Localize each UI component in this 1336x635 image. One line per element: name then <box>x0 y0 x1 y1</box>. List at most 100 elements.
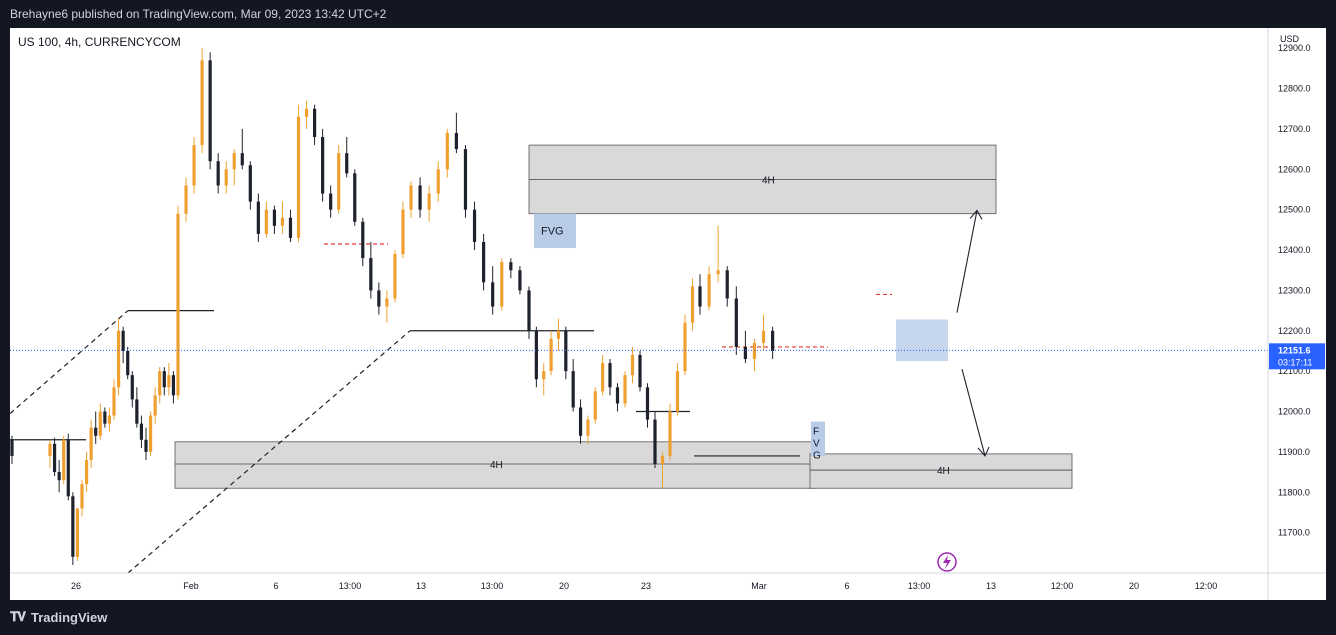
candle-body <box>549 338 553 372</box>
candle-body <box>615 387 620 404</box>
candle-body <box>62 439 66 481</box>
candle-body <box>98 411 102 436</box>
candle-body <box>121 330 125 351</box>
x-tick-label: 20 <box>559 581 569 591</box>
candle-body <box>80 484 84 509</box>
symbol-label: US 100, 4h, CURRENCYCOM <box>18 35 181 49</box>
arrow-down-head <box>977 446 990 457</box>
candle-body <box>623 375 627 404</box>
candle-body <box>707 274 711 307</box>
y-tick-label: 12800.0 <box>1278 84 1311 94</box>
candle-body <box>638 355 642 388</box>
x-tick-label: 26 <box>71 581 81 591</box>
y-tick-label: 12000.0 <box>1278 407 1311 417</box>
candle-body <box>116 330 121 388</box>
candle-body <box>208 60 212 162</box>
x-tick-label: 13:00 <box>339 581 362 591</box>
candle-body <box>345 153 349 174</box>
candle-body <box>312 108 317 137</box>
publish-text: Brehayne6 published on TradingView.com, … <box>10 7 387 21</box>
candle-body <box>463 149 468 210</box>
candle-body <box>71 496 75 557</box>
y-tick-label: 12500.0 <box>1278 205 1311 215</box>
brand-name: TradingView <box>31 609 108 625</box>
candle-body <box>94 427 98 436</box>
candle-body <box>542 371 546 380</box>
fvg-bottom-label-0: F <box>813 427 819 438</box>
candle-body <box>10 439 14 456</box>
zone-upper-label: 4H <box>762 175 775 186</box>
candle-body <box>683 322 687 372</box>
y-tick-label: 12300.0 <box>1278 285 1311 295</box>
candle-body <box>377 290 381 307</box>
candle-body <box>601 363 605 392</box>
candle-body <box>248 165 252 202</box>
candle-body <box>418 185 422 210</box>
candle-body <box>52 443 57 473</box>
candle-body <box>280 217 285 226</box>
candle-body <box>472 209 477 242</box>
x-tick-label: 13 <box>986 581 996 591</box>
candle-body <box>527 290 531 331</box>
candle-body <box>176 213 180 396</box>
x-tick-label: 6 <box>273 581 278 591</box>
candle-body <box>752 342 757 360</box>
candle-body <box>534 330 538 380</box>
candle-body <box>144 439 148 452</box>
currency-label: USD <box>1280 34 1300 44</box>
chart-frame[interactable]: US 100, 4h, CURRENCYCOM 4H 4H 4H FVG F V G USD 12… <box>10 28 1326 600</box>
candle-body <box>66 439 70 497</box>
candle-body <box>75 508 80 557</box>
last-price-label: 12151.6 <box>1278 345 1311 355</box>
zone-lower-left-label: 4H <box>490 460 503 471</box>
y-tick-label: 12400.0 <box>1278 245 1311 255</box>
candle-body <box>698 286 702 307</box>
tradingview-brand[interactable]: 𝐓𝐕 TradingView <box>10 609 107 625</box>
fvg-top-label: FVG <box>541 226 564 238</box>
candle-body <box>509 262 513 271</box>
x-tick-label: 23 <box>641 581 651 591</box>
tv-logo-icon: 𝐓𝐕 <box>10 609 26 624</box>
candle-body <box>107 415 112 424</box>
candle-body <box>518 270 522 291</box>
y-tick-label: 12200.0 <box>1278 326 1311 336</box>
candle-body <box>725 270 729 299</box>
candle-body <box>436 169 440 194</box>
candle-body <box>224 169 228 186</box>
y-tick-label: 12900.0 <box>1278 43 1311 53</box>
candle-body <box>337 153 341 210</box>
candle-body <box>264 209 268 234</box>
candle-body <box>645 387 650 420</box>
candle-body <box>304 108 309 117</box>
candle-body <box>690 286 695 323</box>
candle-body <box>192 145 196 186</box>
candle-body <box>256 201 260 234</box>
candle-body <box>564 330 568 372</box>
candle-body <box>135 399 139 424</box>
candle-body <box>385 298 389 307</box>
y-tick-label: 11800.0 <box>1278 487 1310 497</box>
candle-body <box>48 443 52 456</box>
candle-body <box>89 427 93 460</box>
candle-body <box>139 423 144 440</box>
candle-body <box>126 350 130 376</box>
x-tick-label: 6 <box>844 581 849 591</box>
candle-body <box>771 330 775 351</box>
candle-body <box>608 363 612 388</box>
candle-body <box>57 472 61 481</box>
candle-body <box>216 161 220 186</box>
candle-body <box>353 173 357 222</box>
lightning-icon-ring <box>937 552 957 572</box>
price-chart[interactable]: US 100, 4h, CURRENCYCOM4H4H4HFVGFVGUSD12… <box>10 28 1326 600</box>
candle-body <box>84 459 89 485</box>
candle-body <box>321 137 325 194</box>
x-tick-label: 13:00 <box>481 581 504 591</box>
candle-body <box>571 371 575 408</box>
fvg-bottom-label-1: V <box>813 439 820 450</box>
y-tick-label: 12100.0 <box>1278 366 1311 376</box>
candle-body <box>586 419 590 436</box>
candle-body <box>482 241 486 283</box>
y-tick-label: 12700.0 <box>1278 124 1311 134</box>
candle-body <box>158 371 162 396</box>
candle-body <box>445 132 449 170</box>
